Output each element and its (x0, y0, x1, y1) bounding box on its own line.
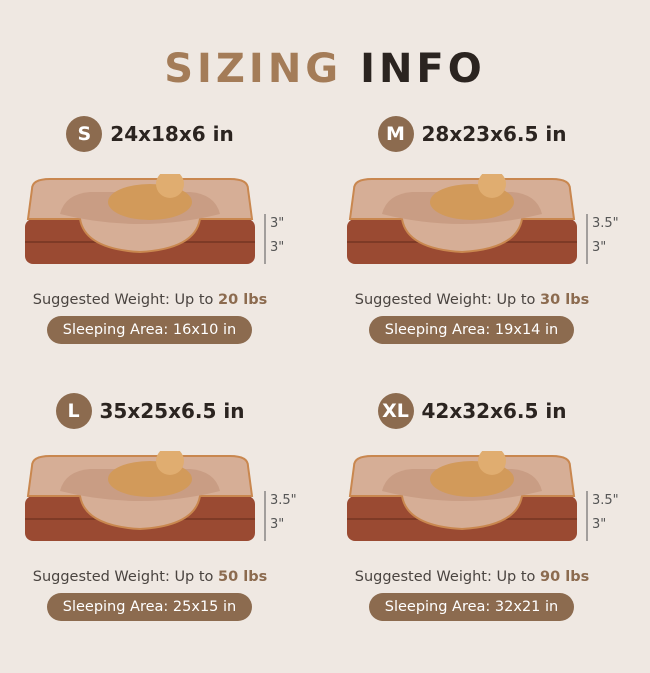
size-card: L 35x25x6.5 in 3.5" 3" Suggested Weight:… (0, 393, 325, 673)
weight-label: Suggested Weight: Up to (354, 292, 536, 308)
title-info: INFO (360, 46, 486, 92)
size-header: L 35x25x6.5 in (0, 393, 300, 429)
base-layer-height: 3" (270, 240, 285, 255)
weight-value: 90 lbs (540, 569, 590, 585)
sleeping-area-pill: Sleeping Area: 16x10 in (47, 316, 252, 344)
size-dimensions: 24x18x6 in (110, 122, 234, 146)
top-layer-height: 3.5" (270, 493, 297, 508)
weight-value: 20 lbs (218, 292, 268, 308)
dog-bed-image (347, 174, 588, 264)
size-header: M 28x23x6.5 in (322, 116, 622, 152)
size-badge: L (55, 393, 92, 429)
size-dimensions: 42x32x6.5 in (421, 399, 567, 423)
size-dimensions: 28x23x6.5 in (421, 122, 567, 146)
top-layer-height: 3" (270, 216, 285, 231)
sleeping-area-pill: Sleeping Area: 19x14 in (369, 316, 574, 344)
base-layer-height: 3" (592, 240, 607, 255)
size-badge: XL (377, 393, 414, 429)
dog-bed-image (25, 174, 266, 264)
page-title: SIZING INFO (0, 46, 650, 92)
size-header: XL 42x32x6.5 in (322, 393, 622, 429)
size-dimensions: 35x25x6.5 in (99, 399, 245, 423)
base-layer-height: 3" (592, 517, 607, 532)
weight-label: Suggested Weight: Up to (32, 292, 214, 308)
weight-label: Suggested Weight: Up to (32, 569, 214, 585)
size-header: S 24x18x6 in (0, 116, 300, 152)
weight-value: 30 lbs (540, 292, 590, 308)
top-layer-height: 3.5" (592, 493, 619, 508)
size-card: M 28x23x6.5 in 3.5" 3" Suggested Weight:… (322, 116, 647, 396)
top-layer-height: 3.5" (592, 216, 619, 231)
suggested-weight: Suggested Weight: Up to 20 lbs (0, 292, 300, 308)
size-badge: M (377, 116, 414, 152)
dog-bed-image (25, 451, 266, 541)
sleeping-area-pill: Sleeping Area: 32x21 in (369, 593, 574, 621)
base-layer-height: 3" (270, 517, 285, 532)
dog-bed-image (347, 451, 588, 541)
size-badge: S (66, 116, 103, 152)
suggested-weight: Suggested Weight: Up to 30 lbs (322, 292, 622, 308)
weight-value: 50 lbs (218, 569, 268, 585)
size-card: XL 42x32x6.5 in 3.5" 3" Suggested Weight… (322, 393, 647, 673)
suggested-weight: Suggested Weight: Up to 50 lbs (0, 569, 300, 585)
weight-label: Suggested Weight: Up to (354, 569, 536, 585)
sleeping-area-pill: Sleeping Area: 25x15 in (47, 593, 252, 621)
suggested-weight: Suggested Weight: Up to 90 lbs (322, 569, 622, 585)
size-card: S 24x18x6 in 3" 3" Suggested Weight: Up … (0, 116, 325, 396)
title-sizing: SIZING (164, 46, 343, 92)
